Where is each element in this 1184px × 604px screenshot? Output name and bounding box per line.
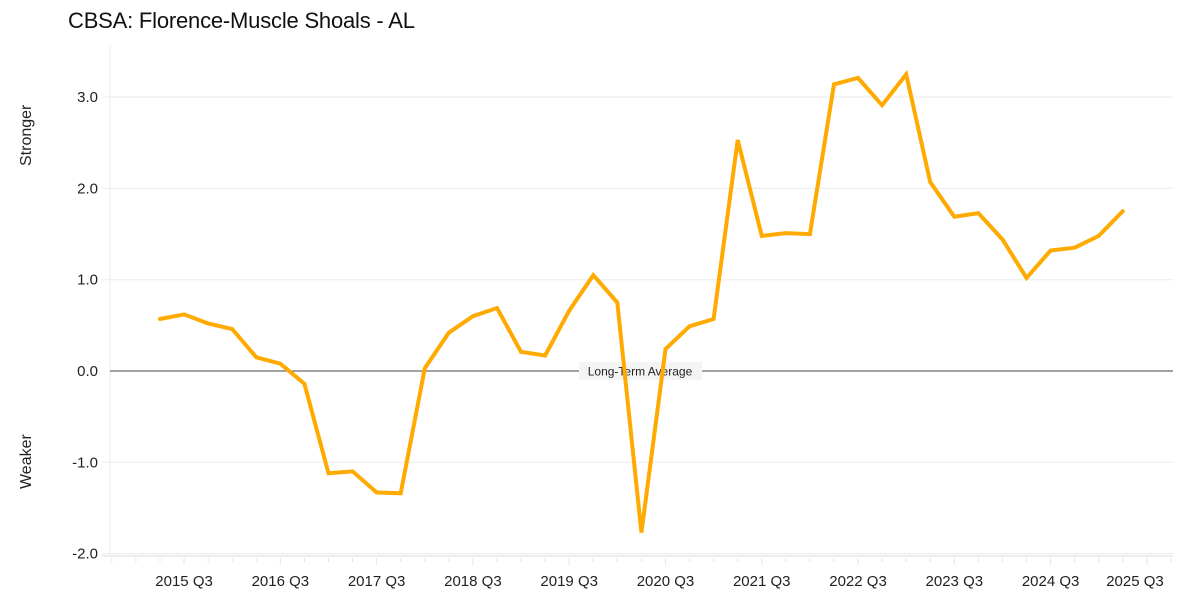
x-tick-label: 2017 Q3 bbox=[348, 573, 406, 590]
y-tick-label: 3.0 bbox=[77, 89, 98, 106]
y-tick-label: 0.0 bbox=[77, 363, 98, 380]
x-tick-label: 2023 Q3 bbox=[926, 573, 984, 590]
long-term-average-label: Long-Term Average bbox=[579, 362, 702, 380]
y-tick-label: 2.0 bbox=[77, 180, 98, 197]
series-line bbox=[158, 69, 1125, 533]
x-tick-label: 2025 Q3 bbox=[1106, 573, 1164, 590]
x-tick-label: 2018 Q3 bbox=[444, 573, 502, 590]
chart-title: CBSA: Florence-Muscle Shoals - AL bbox=[68, 8, 415, 33]
x-tick-label: 2016 Q3 bbox=[252, 573, 310, 590]
x-tick-label: 2015 Q3 bbox=[155, 573, 213, 590]
gridlines bbox=[102, 45, 1173, 557]
svg-text:Long-Term Average: Long-Term Average bbox=[588, 365, 693, 379]
y-tick-label: -1.0 bbox=[72, 454, 98, 471]
weaker-label: Weaker bbox=[18, 433, 35, 489]
stronger-label: Stronger bbox=[18, 104, 35, 166]
x-axis-ticks: 2015 Q3 2016 Q3 2017 Q3 2018 Q3 2019 Q3 2020 … bbox=[111, 558, 1172, 590]
y-tick-label: -2.0 bbox=[72, 546, 98, 563]
x-tick-label: 2020 Q3 bbox=[637, 573, 695, 590]
x-tick-label: 2021 Q3 bbox=[733, 573, 791, 590]
y-tick-label: 1.0 bbox=[77, 272, 98, 289]
y-axis-ticks: 3.0 2.0 1.0 0.0 -1.0 -2.0 bbox=[72, 89, 98, 562]
x-tick-label: 2024 Q3 bbox=[1022, 573, 1080, 590]
x-tick-label: 2019 Q3 bbox=[540, 573, 598, 590]
x-tick-label: 2022 Q3 bbox=[829, 573, 887, 590]
